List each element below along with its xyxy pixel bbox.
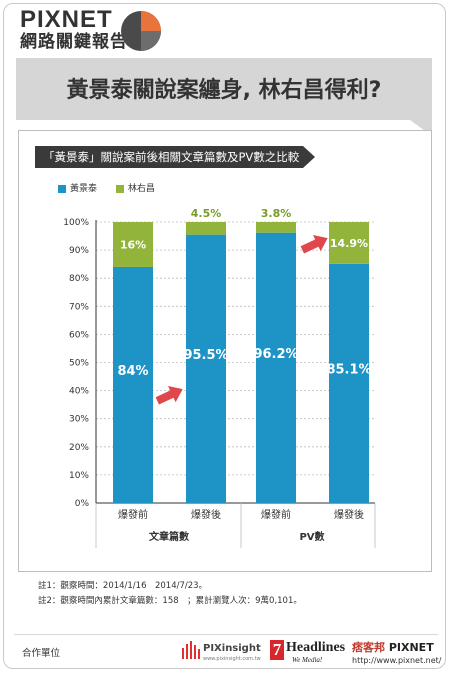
y-tick-label-7: 70% xyxy=(69,302,89,312)
pixinsight-name: PIXinsight xyxy=(203,643,261,654)
bar-1-0 xyxy=(113,222,153,267)
footnote-2: 註2：觀察時間內累計文章篇數：158 ；累計瀏覽人次：9萬0,101。 xyxy=(38,596,302,606)
partner-label: 合作單位 xyxy=(22,648,61,659)
x-tick-label-3: 爆發後 xyxy=(334,508,364,521)
data-label-1-3: 14.9% xyxy=(330,237,368,250)
bar-0-2 xyxy=(256,232,296,504)
chart-title-bar: 「黃景泰」關說案前後相關文章篇數及PV數之比較 xyxy=(35,146,315,168)
x-tick-label-0: 爆發前 xyxy=(118,508,148,521)
pie-logo-icon xyxy=(121,11,161,51)
chart-title: 「黃景泰」關說案前後相關文章篇數及PV數之比較 xyxy=(43,150,300,164)
footnote-1: 註1：觀察時間：2014/1/16 2014/7/23。 xyxy=(38,581,208,591)
y-tick-label-0: 0% xyxy=(75,499,90,509)
legend-label-1: 林右昌 xyxy=(127,184,155,194)
legend-label-0: 黃景泰 xyxy=(70,184,98,194)
headlines-name: Headlines xyxy=(286,640,346,655)
pixnet-url: http://www.pixnet.net/ xyxy=(352,656,442,665)
bar-1-2 xyxy=(256,222,296,233)
y-tick-label-8: 80% xyxy=(69,274,89,284)
bar-1-1 xyxy=(186,222,226,235)
brand-header: PIXNET 網路關鍵報告 xyxy=(20,6,128,53)
pixnet-name: PIXNET xyxy=(388,641,434,654)
pixinsight-logo: PIXinsight www.pixinsight.com.tw xyxy=(181,640,261,664)
chart-legend: 黃景泰 林右昌 xyxy=(58,181,171,194)
bar-0-0 xyxy=(113,266,153,503)
y-tick-label-10: 100% xyxy=(63,218,89,228)
y-tick-label-6: 60% xyxy=(69,330,89,340)
stacked-bar-chart: 0% 10% 20% 30% 40% 50% 60% 70% 80% 90% 100% 84% 16% 爆… xyxy=(63,207,376,548)
y-tick-label-1: 10% xyxy=(69,471,89,481)
x-tick-label-1: 爆發後 xyxy=(191,508,221,521)
y-tick-label-2: 20% xyxy=(69,443,89,453)
data-label-0-0: 84% xyxy=(117,364,148,379)
pixinsight-url: www.pixinsight.com.tw xyxy=(203,656,261,662)
group-label-1: PV數 xyxy=(299,530,324,543)
headlines-number: 7 xyxy=(270,640,284,660)
pixnet-logo: 痞客邦 PIXNET http://www.pixnet.net/ xyxy=(352,639,441,665)
data-label-1-1: 4.5% xyxy=(191,207,222,220)
y-tick-label-4: 40% xyxy=(69,387,89,397)
bar-0-3 xyxy=(329,263,369,503)
pixinsight-bars-icon xyxy=(182,641,200,659)
data-label-0-1: 95.5% xyxy=(183,348,228,363)
legend-swatch-0 xyxy=(58,184,66,193)
footnotes: 註1：觀察時間：2014/1/16 2014/7/23。 註2：觀察時間內累計文… xyxy=(38,579,302,609)
brand-subtitle: 網路關鍵報告 xyxy=(20,32,128,52)
brand-name: PIXNET xyxy=(20,6,113,33)
y-tick-label-9: 90% xyxy=(69,246,89,256)
group-label-0: 文章篇數 xyxy=(149,530,189,543)
x-tick-label-2: 爆發前 xyxy=(261,508,291,521)
legend-item-0: 黃景泰 xyxy=(58,181,97,194)
y-tick-label-3: 30% xyxy=(69,415,89,425)
data-label-0-3: 85.1% xyxy=(326,362,371,377)
legend-swatch-1 xyxy=(115,184,124,193)
bar-1-3 xyxy=(329,222,369,264)
data-label-0-2: 96.2% xyxy=(253,347,298,362)
headlines-tagline: We Media! xyxy=(292,656,323,664)
y-tick-label-5: 50% xyxy=(69,359,89,369)
data-label-1-2: 3.8% xyxy=(261,207,292,220)
red-arrow-icon-1 xyxy=(155,385,183,405)
data-label-1-0: 16% xyxy=(120,238,146,251)
bar-0-1 xyxy=(186,234,226,503)
footer-divider xyxy=(14,634,438,635)
red-arrow-icon-2 xyxy=(300,234,328,254)
legend-item-1: 林右昌 xyxy=(115,181,155,194)
headline-band: 黃景泰關說案纏身, 林右昌得利? xyxy=(16,58,432,136)
headline: 黃景泰關說案纏身, 林右昌得利? xyxy=(66,78,382,103)
pixnet-cn-name: 痞客邦 xyxy=(352,641,385,654)
